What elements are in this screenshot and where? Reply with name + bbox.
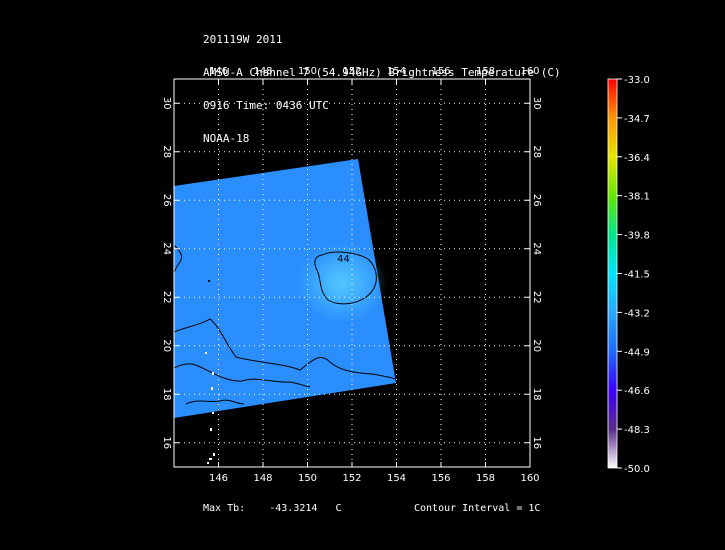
x-tick-label-top: 146: [209, 66, 228, 77]
max-tb-unit: C: [335, 503, 342, 514]
y-tick-label-left: 16: [161, 436, 172, 449]
y-tick-label-left: 26: [161, 194, 172, 207]
y-tick-label-right: 26: [531, 194, 542, 207]
y-tick-label-left: 24: [161, 242, 172, 255]
x-tick-label-top: 158: [476, 66, 495, 77]
contour-line-south: [174, 318, 397, 380]
warm-core-region: [297, 243, 387, 323]
colorbar-label: -44.9: [624, 347, 650, 358]
max-tb-value: -43.3214: [269, 503, 318, 514]
x-tick-label-top: 148: [253, 66, 272, 77]
colorbar-scale: [607, 78, 618, 469]
x-tick-label-bottom: 152: [342, 473, 361, 484]
contour-line-south-edge: [185, 399, 245, 405]
y-tick-label-right: 30: [531, 97, 542, 110]
x-tick-label-top: 156: [431, 66, 450, 77]
contour-line-southwest: [174, 363, 311, 388]
y-tick-label-left: 20: [161, 339, 172, 352]
storm-id-year: 201119W 2011: [203, 33, 283, 46]
max-tb-readout: Max Tb: -43.3214 C: [203, 503, 342, 514]
x-tick-label-top: 154: [387, 66, 406, 77]
y-tick-label-left: 28: [161, 145, 172, 158]
colorbar: -33.0 -34.7 -36.4 -38.1 -39.8 -41.5 -43.2 -44.9…: [607, 75, 650, 475]
contour-line-core: [314, 251, 377, 305]
x-tick-label-bottom: 160: [520, 473, 539, 484]
x-tick-label-bottom: 154: [387, 473, 406, 484]
island-markers: [205, 280, 215, 464]
max-tb-label: Max Tb:: [203, 503, 246, 514]
y-tick-label-left: 30: [161, 97, 172, 110]
colorbar-label: -50.0: [624, 464, 650, 475]
x-tick-label-bottom: 146: [209, 473, 228, 484]
y-tick-label-right: 20: [531, 339, 542, 352]
colorbar-label: -41.5: [624, 270, 650, 281]
x-tick-label-top: 150: [298, 66, 317, 77]
contour-line-west: [174, 244, 183, 274]
y-tick-label-right: 22: [531, 291, 542, 304]
contour-interval-text: Contour Interval = 1C: [414, 503, 541, 514]
y-tick-label-right: 24: [531, 242, 542, 255]
observation-time: 0916 Time: 0436 UTC: [203, 99, 329, 112]
colorbar-label: -46.6: [624, 386, 650, 397]
colorbar-label: -34.7: [624, 114, 650, 125]
instrument-title: AMSU-A Channel 7 (54.94GHz) Brightness T…: [203, 66, 561, 79]
y-tick-label-right: 16: [531, 436, 542, 449]
satellite-swath: [174, 159, 396, 418]
y-tick-label-left: 22: [161, 291, 172, 304]
x-tick-label-bottom: 158: [476, 473, 495, 484]
y-tick-label-right: 28: [531, 145, 542, 158]
colorbar-label: -43.2: [624, 308, 650, 319]
colorbar-label: -48.3: [624, 425, 650, 436]
satellite-name: NOAA-18: [203, 132, 250, 145]
y-tick-label-right: 18: [531, 388, 542, 401]
colorbar-label: -33.0: [624, 75, 650, 86]
x-tick-label-bottom: 148: [253, 473, 272, 484]
x-tick-label-top: 152: [342, 66, 361, 77]
colorbar-label: -38.1: [624, 192, 650, 203]
contour-label: 44: [337, 254, 350, 265]
colorbar-label: -39.8: [624, 231, 650, 242]
chart-title-block: 201119W 2011 AMSU-A Channel 7 (54.94GHz)…: [203, 12, 561, 155]
x-tick-label-bottom: 156: [431, 473, 450, 484]
x-tick-label-top: 160: [520, 66, 539, 77]
colorbar-label: -36.4: [624, 153, 650, 164]
axis-ticks: 146 146 148 148 150 150 152 152 154 154 156 156 158 1…: [161, 66, 542, 484]
y-tick-label-left: 18: [161, 388, 172, 401]
x-tick-label-bottom: 150: [298, 473, 317, 484]
